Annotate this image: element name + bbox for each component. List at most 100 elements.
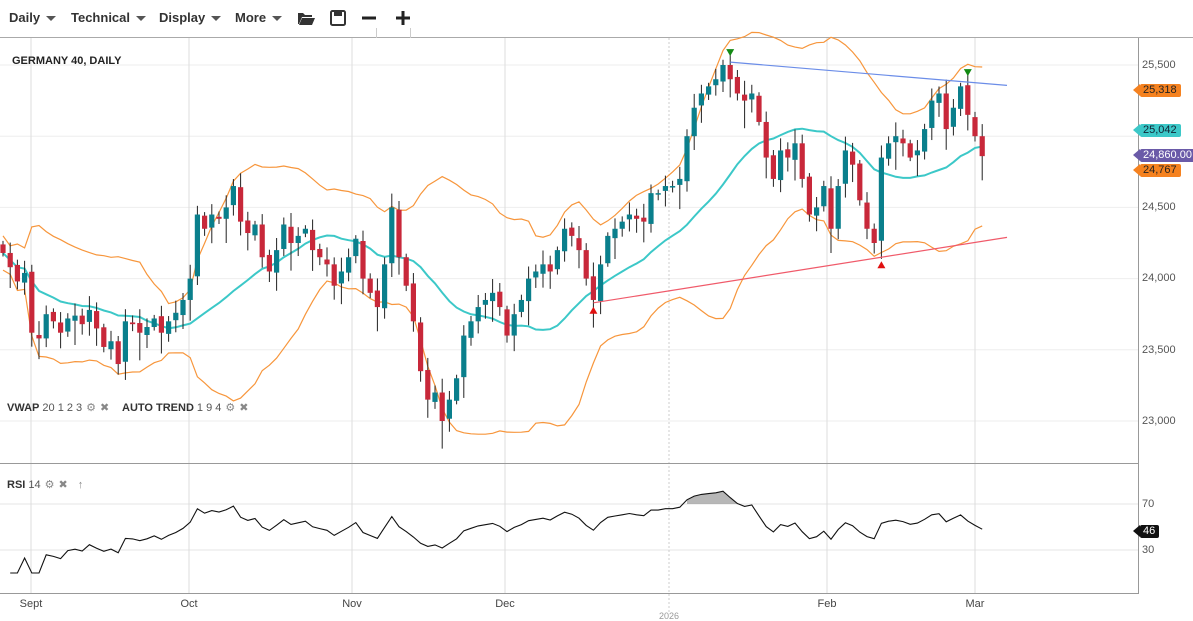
candle-body — [720, 65, 726, 82]
candle-body — [29, 271, 35, 333]
close-icon[interactable]: ✖ — [100, 402, 110, 414]
candle-body — [806, 176, 812, 215]
candle-body — [518, 299, 524, 312]
candle-body — [929, 100, 935, 128]
candle-body — [324, 259, 330, 265]
month-label: Oct — [180, 598, 198, 610]
candle-body — [583, 250, 589, 279]
save-icon[interactable] — [328, 8, 348, 28]
chevron-down-icon — [136, 16, 147, 22]
candle-body — [65, 318, 71, 332]
gear-icon[interactable]: ⚙ — [86, 402, 97, 414]
candle-body — [410, 283, 416, 322]
candle-body — [295, 235, 301, 243]
candle-body — [166, 321, 172, 334]
divider — [410, 28, 411, 38]
candle-body — [778, 150, 784, 181]
candle-body — [850, 151, 856, 165]
candle-body — [202, 215, 208, 229]
peak-marker-icon — [963, 69, 972, 77]
candle-body — [72, 315, 78, 321]
candle-body — [122, 321, 128, 362]
candle-body — [158, 316, 164, 333]
gear-icon[interactable]: ⚙ — [44, 479, 55, 491]
auto-trend-name: AUTO TREND — [122, 402, 194, 414]
candle-body — [353, 238, 359, 257]
candle-body — [713, 79, 719, 86]
candle-body — [706, 86, 712, 95]
open-folder-icon[interactable] — [296, 8, 316, 28]
candle-body — [173, 312, 179, 321]
candle-body — [14, 264, 20, 282]
middle-band-tag: 25,042 — [1133, 123, 1181, 137]
candle-body — [972, 117, 978, 137]
candle-body — [878, 157, 884, 241]
candle-body — [36, 334, 42, 339]
support-trendline — [593, 236, 1008, 304]
candle-body — [115, 341, 121, 365]
zoom-out-icon[interactable] — [359, 8, 379, 28]
candle-body — [907, 143, 913, 158]
lower-band-tag: 24,767 — [1133, 163, 1181, 177]
candle-body — [360, 241, 366, 279]
candle-body — [482, 299, 488, 305]
candle-body — [634, 215, 640, 219]
candle-body — [259, 224, 265, 258]
close-icon[interactable]: ✖ — [239, 402, 249, 414]
candle-body — [626, 214, 632, 220]
candle-body — [569, 227, 575, 236]
candle-body — [317, 248, 323, 258]
candle-body — [950, 107, 956, 127]
candle-body — [389, 207, 395, 264]
candle-body — [130, 322, 136, 325]
candle-body — [749, 93, 755, 100]
candle-body — [245, 220, 251, 234]
zoom-in-icon[interactable] — [393, 8, 413, 28]
resistance-trendline — [730, 61, 1008, 86]
candle-body — [922, 129, 928, 152]
candle-body — [230, 186, 236, 206]
candle-body — [965, 85, 971, 115]
candle-body — [151, 318, 157, 328]
more-dropdown[interactable]: More — [235, 10, 283, 25]
close-icon[interactable]: ✖ — [58, 479, 68, 491]
daily-dropdown[interactable]: Daily — [9, 10, 57, 25]
display-label: Display — [159, 10, 206, 25]
gear-icon[interactable]: ⚙ — [225, 402, 236, 414]
candle-body — [655, 193, 661, 195]
technical-dropdown[interactable]: Technical — [71, 10, 147, 25]
candle-body — [835, 186, 841, 229]
vwap-params: 20 1 2 3 — [42, 402, 83, 414]
candle-body — [943, 93, 949, 130]
last-price-tag: 24,860.00 — [1133, 148, 1193, 162]
month-label: Feb — [817, 598, 837, 610]
candle-body — [648, 193, 654, 224]
candle-body — [137, 323, 143, 333]
divider — [376, 28, 377, 38]
candle-body — [194, 214, 200, 277]
display-dropdown[interactable]: Display — [159, 10, 222, 25]
candle-body — [7, 252, 13, 268]
candle-body — [396, 209, 402, 258]
vwap-name: VWAP — [7, 402, 40, 414]
candle-body — [756, 95, 762, 122]
candle-body — [238, 187, 244, 222]
candle-body — [346, 257, 352, 273]
rsi-tick: 70 — [1142, 498, 1155, 510]
candle-body — [223, 207, 229, 219]
chevron-down-icon — [211, 16, 222, 22]
candle-body — [446, 399, 452, 419]
candle-body — [540, 264, 546, 274]
candle-body — [814, 207, 820, 216]
arrow-up-icon[interactable]: ↑ — [77, 479, 84, 491]
lower-bollinger-band — [2, 208, 983, 435]
candle-body — [187, 278, 193, 300]
candle-body — [180, 299, 186, 316]
candle-body — [893, 136, 899, 143]
candle-body — [418, 322, 424, 372]
candle-body — [504, 309, 510, 336]
rsi-legend: RSI 14 ⚙ ✖ ↑ — [7, 478, 83, 491]
candle-body — [554, 250, 560, 270]
candle-body — [763, 121, 769, 158]
